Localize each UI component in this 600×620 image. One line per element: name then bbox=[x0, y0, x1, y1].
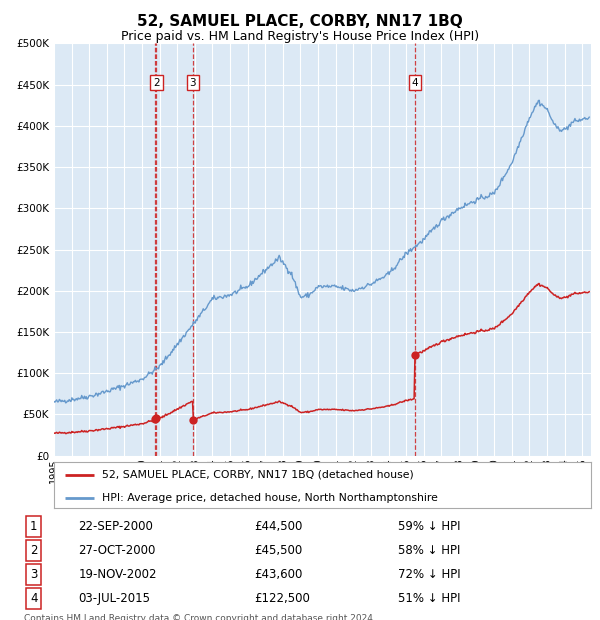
Text: 52, SAMUEL PLACE, CORBY, NN17 1BQ: 52, SAMUEL PLACE, CORBY, NN17 1BQ bbox=[137, 14, 463, 29]
Text: Price paid vs. HM Land Registry's House Price Index (HPI): Price paid vs. HM Land Registry's House … bbox=[121, 30, 479, 43]
Text: 3: 3 bbox=[30, 568, 38, 581]
Text: 2: 2 bbox=[153, 78, 160, 87]
Text: 27-OCT-2000: 27-OCT-2000 bbox=[78, 544, 155, 557]
Text: 1: 1 bbox=[30, 520, 38, 533]
Text: 4: 4 bbox=[412, 78, 418, 87]
Text: 72% ↓ HPI: 72% ↓ HPI bbox=[398, 568, 461, 581]
Text: HPI: Average price, detached house, North Northamptonshire: HPI: Average price, detached house, Nort… bbox=[103, 493, 438, 503]
Text: £45,500: £45,500 bbox=[254, 544, 302, 557]
Text: 03-JUL-2015: 03-JUL-2015 bbox=[78, 592, 150, 605]
Text: £122,500: £122,500 bbox=[254, 592, 310, 605]
Text: 19-NOV-2002: 19-NOV-2002 bbox=[78, 568, 157, 581]
Text: 2: 2 bbox=[30, 544, 38, 557]
Text: 52, SAMUEL PLACE, CORBY, NN17 1BQ (detached house): 52, SAMUEL PLACE, CORBY, NN17 1BQ (detac… bbox=[103, 470, 414, 480]
Text: 58% ↓ HPI: 58% ↓ HPI bbox=[398, 544, 460, 557]
Text: 51% ↓ HPI: 51% ↓ HPI bbox=[398, 592, 460, 605]
Text: 3: 3 bbox=[190, 78, 196, 87]
Text: 59% ↓ HPI: 59% ↓ HPI bbox=[398, 520, 460, 533]
Text: £44,500: £44,500 bbox=[254, 520, 302, 533]
Text: Contains HM Land Registry data © Crown copyright and database right 2024.
This d: Contains HM Land Registry data © Crown c… bbox=[24, 614, 376, 620]
Text: £43,600: £43,600 bbox=[254, 568, 302, 581]
Text: 22-SEP-2000: 22-SEP-2000 bbox=[78, 520, 153, 533]
Text: 4: 4 bbox=[30, 592, 38, 605]
